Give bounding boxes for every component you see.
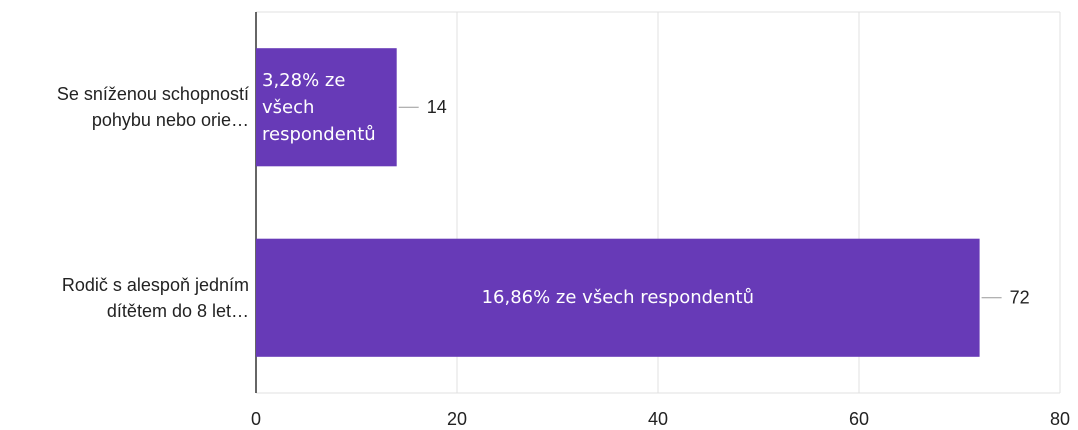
value-label: 14 [427, 97, 447, 117]
x-tick-label: 60 [849, 409, 869, 429]
y-tick-label: Se sníženou schopností pohybu nebo orie… [56, 84, 249, 131]
x-tick-label: 0 [251, 409, 261, 429]
bar [256, 48, 397, 167]
bar-annotation: 3,28% ze všech respondentů [262, 69, 376, 145]
bar-annotation: 16,86% ze všech respondentů [481, 287, 754, 309]
x-tick-label: 80 [1050, 409, 1070, 429]
x-tick-label: 20 [447, 409, 467, 429]
value-label: 72 [1010, 288, 1030, 308]
x-tick-label: 40 [648, 409, 668, 429]
y-tick-label: Rodič s alespoň jedním dítětem do 8 let… [61, 274, 249, 321]
bar [256, 238, 980, 357]
